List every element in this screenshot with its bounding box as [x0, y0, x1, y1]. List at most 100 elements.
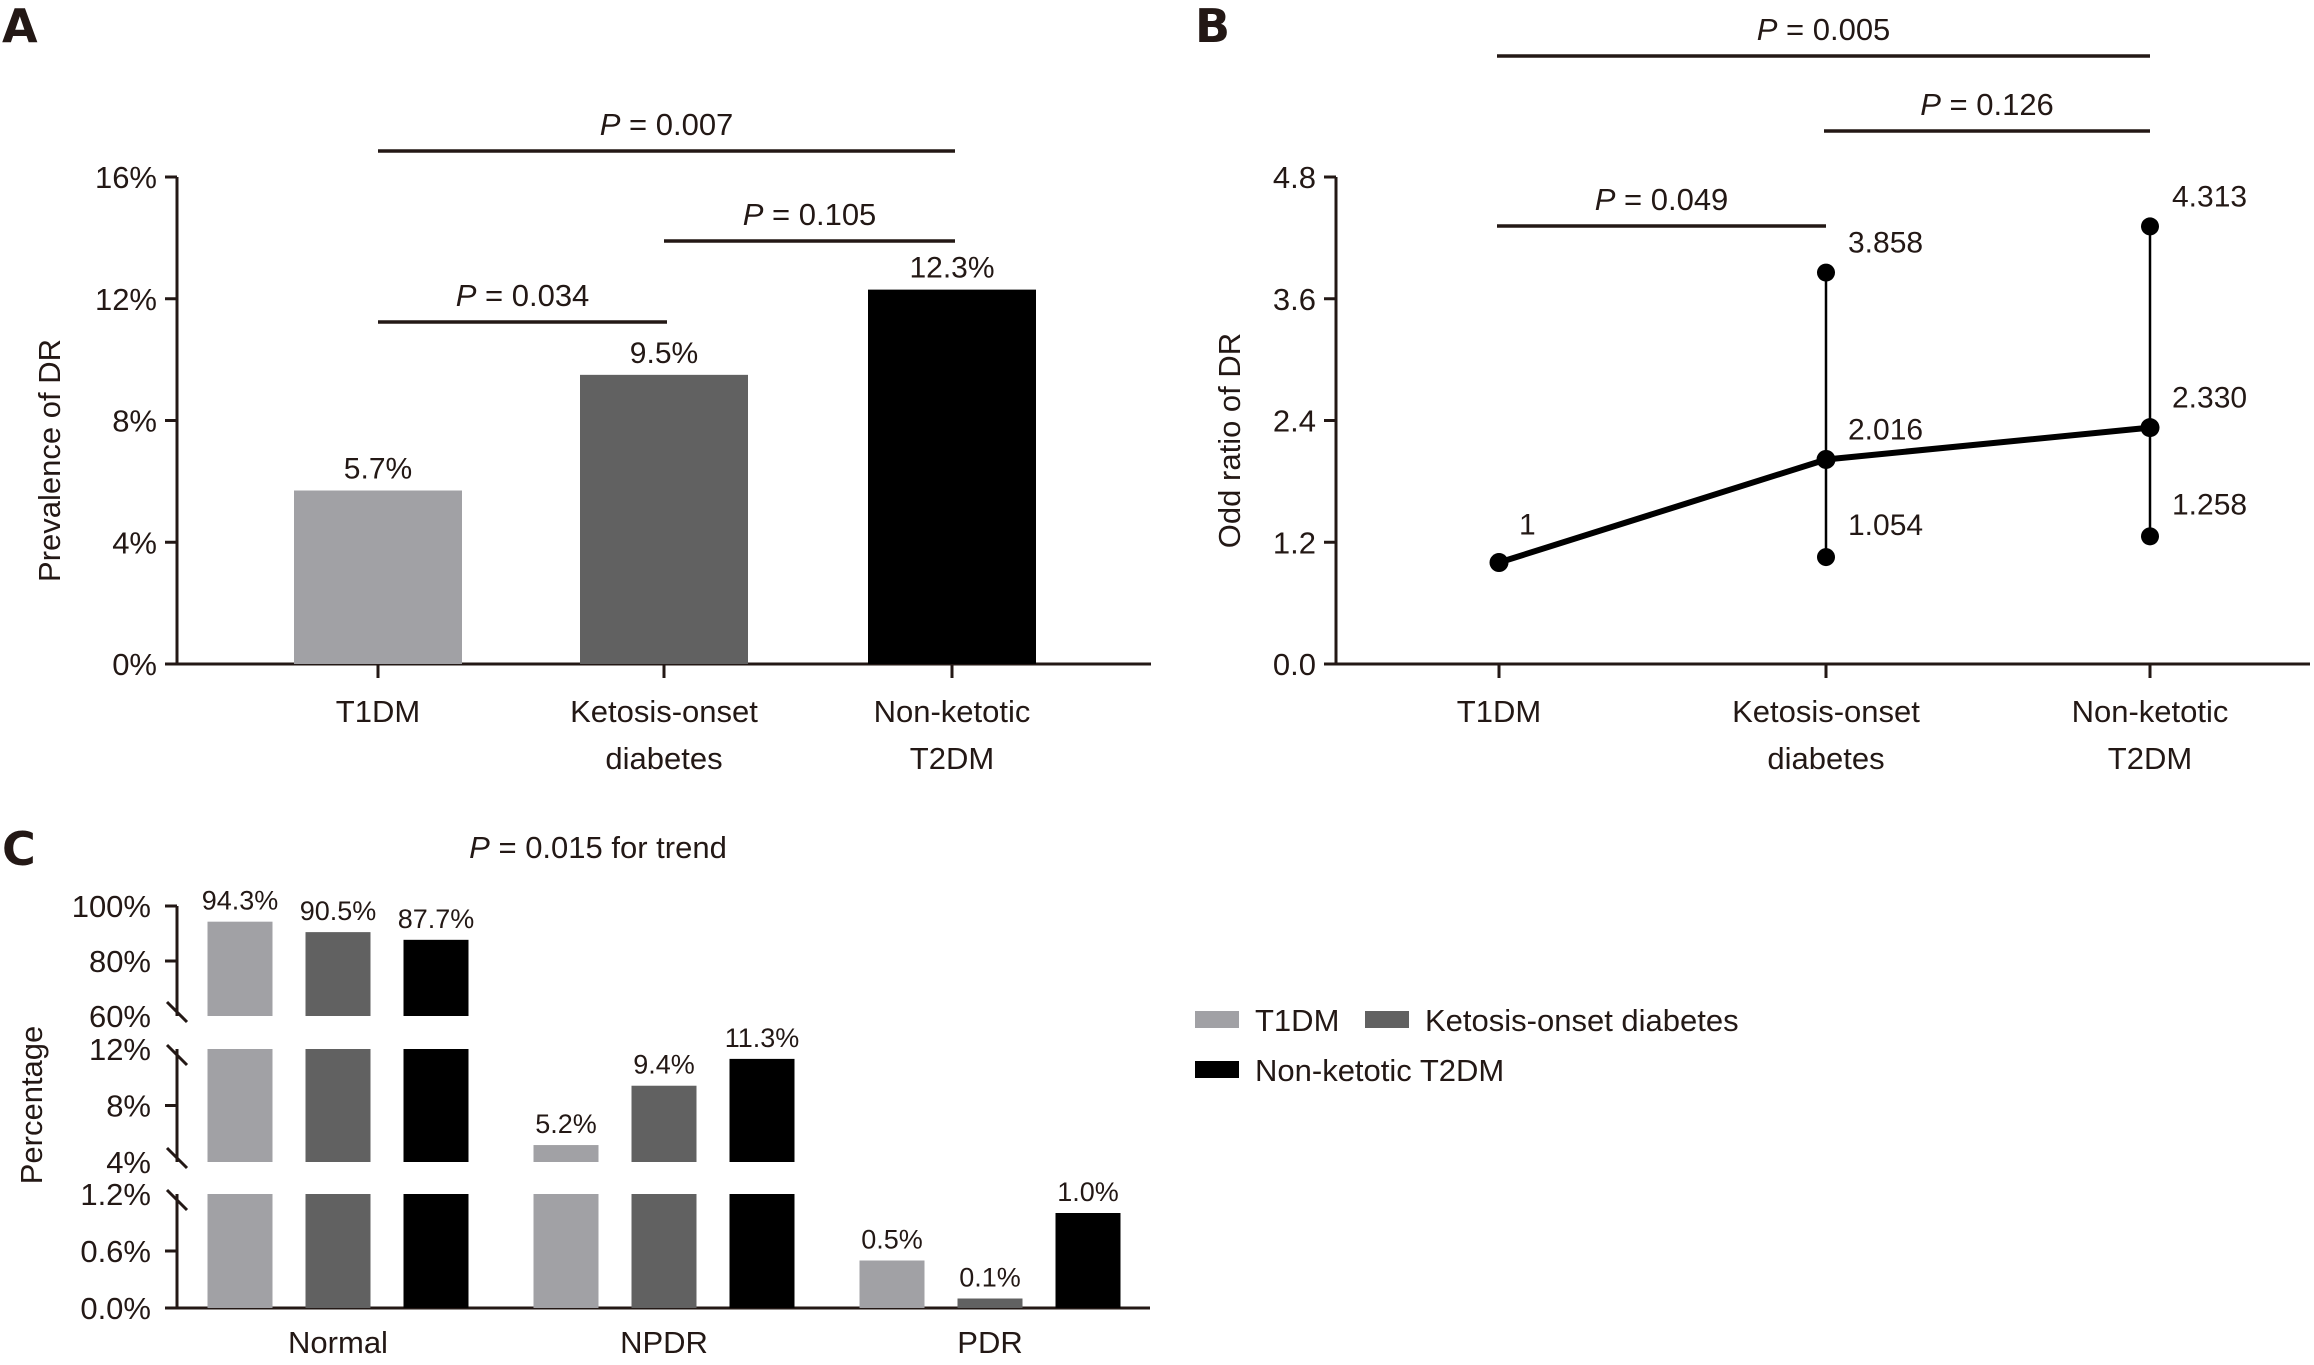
x-tick-label: Ketosis-onset [1732, 694, 1920, 729]
panel-label-b: B [1195, 0, 1230, 53]
bar-value-label: 0.5% [861, 1225, 923, 1255]
ci-upper-label: 3.858 [1848, 227, 1923, 260]
y-tick-label: 8% [106, 1089, 151, 1124]
ci-lower-point [2141, 527, 2159, 546]
ci-lower-point [1817, 548, 1835, 567]
x-tick-label: T1DM [1457, 694, 1541, 729]
y-axis-title: Percentage [14, 1026, 49, 1185]
bar-normal-t1dm [207, 921, 273, 1016]
bar-value-label: 9.4% [633, 1050, 695, 1080]
bar-normal-t1dm [207, 1049, 273, 1162]
y-tick-label: 4.8 [1273, 160, 1316, 195]
bar-value-label: 12.3% [909, 252, 994, 285]
y-tick-label: 1.2 [1273, 525, 1316, 560]
y-tick-label: 16% [95, 160, 157, 195]
legend-swatch [1195, 1061, 1239, 1078]
x-tick-label: PDR [957, 1325, 1022, 1360]
bar-normal-non-ketotic-t2dm [403, 1049, 469, 1162]
chart-subtitle-trend-p: P = 0.015 for trend [469, 830, 727, 865]
y-tick-label: 80% [89, 944, 151, 979]
bar-pdr-t1dm [859, 1260, 925, 1308]
bar-value-label: 11.3% [725, 1023, 800, 1053]
p-value-label: P = 0.049 [1595, 182, 1729, 217]
x-tick-label: T2DM [2108, 741, 2192, 776]
x-tick-label: Non-ketotic [874, 694, 1031, 729]
bar-value-label: 94.3% [202, 886, 279, 916]
bar-value-label: 5.7% [344, 453, 412, 486]
y-axis-title: Prevalence of DR [32, 339, 67, 582]
panel-b-line-chart: 0.0 1.2 2.4 3.6 4.8 Odd ratio of DR T1DM Ketosi… [1212, 12, 2310, 776]
ci-lower-label: 1.258 [2172, 488, 2247, 521]
bar-npdr-ketosis-onset-diabetes [631, 1085, 697, 1162]
bar-normal-ketosis-onset-diabetes [305, 1049, 371, 1162]
bar-pdr-ketosis-onset-diabetes [957, 1298, 1023, 1308]
axis-break-mark [165, 1043, 189, 1067]
bar-normal-non-ketotic-t2dm [403, 1194, 469, 1308]
y-tick-label: 100% [72, 889, 151, 924]
p-value-label: P = 0.105 [743, 197, 877, 232]
legend: T1DM Ketosis-onset diabetes Non-ketotic T2… [1195, 1003, 1739, 1088]
y-tick-label: 0% [112, 647, 157, 682]
odds-ratio-point [1816, 449, 1836, 469]
bar-npdr-t1dm [533, 1145, 599, 1162]
bar-value-label: 9.5% [630, 337, 698, 370]
odds-ratio-point [1489, 553, 1509, 573]
x-tick-label: Ketosis-onset [570, 694, 758, 729]
odds-ratio-label: 2.330 [2172, 382, 2247, 415]
bar-npdr-non-ketotic-t2dm [729, 1058, 795, 1162]
bar-value-label: 0.1% [959, 1263, 1021, 1293]
p-value-label: P = 0.005 [1757, 12, 1891, 47]
bar-value-label: 90.5% [300, 896, 377, 926]
x-tick-label: T1DM [336, 694, 420, 729]
legend-label: Non-ketotic T2DM [1255, 1053, 1504, 1088]
x-tick-label: diabetes [605, 741, 722, 776]
x-tick-label: NPDR [620, 1325, 708, 1360]
bar-pdr-non-ketotic-t2dm [1055, 1213, 1121, 1308]
p-value-label: P = 0.007 [600, 107, 734, 142]
y-axis-title: Odd ratio of DR [1212, 333, 1247, 548]
panel-label-c: C [2, 822, 36, 876]
bar-npdr-t1dm [533, 1194, 599, 1308]
panel-a-bar-chart: 0% 4% 8% 12% 16% Prevalence of DR 5.7% T1DM 9.5%… [32, 107, 1151, 776]
y-tick-label: 4% [106, 1145, 151, 1180]
bar-non-ketotic-t2dm [868, 289, 1036, 664]
y-tick-label: 2.4 [1273, 404, 1316, 439]
x-tick-label: Normal [288, 1325, 388, 1360]
y-tick-label: 0.0 [1273, 647, 1316, 682]
y-tick-label: 1.2% [80, 1177, 151, 1212]
bar-value-label: 87.7% [398, 904, 475, 934]
bar-normal-ketosis-onset-diabetes [305, 1194, 371, 1308]
bar-value-label: 5.2% [535, 1109, 597, 1139]
y-tick-label: 12% [95, 282, 157, 317]
axis-break-mark [165, 1000, 189, 1024]
x-tick-label: T2DM [910, 741, 994, 776]
y-tick-label: 0.0% [80, 1291, 151, 1326]
y-tick-label: 3.6 [1273, 282, 1316, 317]
odds-ratio-label: 1 [1519, 509, 1536, 542]
bar-ketosis-onset-diabetes [580, 374, 748, 664]
axis-break-mark [165, 1188, 189, 1212]
bar-normal-non-ketotic-t2dm [403, 939, 469, 1016]
legend-swatch [1195, 1011, 1239, 1028]
bar-npdr-non-ketotic-t2dm [729, 1194, 795, 1308]
legend-label: T1DM [1255, 1003, 1339, 1038]
ci-upper-point [2141, 217, 2159, 236]
odds-ratio-label: 2.016 [1848, 413, 1923, 446]
panel-label-a: A [2, 0, 38, 53]
odds-ratio-point [2140, 418, 2160, 438]
ci-upper-label: 4.313 [2172, 180, 2247, 213]
p-value-label: P = 0.126 [1920, 87, 2054, 122]
x-tick-label: diabetes [1767, 741, 1884, 776]
legend-label: Ketosis-onset diabetes [1425, 1003, 1739, 1038]
y-tick-label: 4% [112, 525, 157, 560]
bar-npdr-ketosis-onset-diabetes [631, 1194, 697, 1308]
y-tick-label: 8% [112, 404, 157, 439]
ci-upper-point [1817, 263, 1835, 282]
panel-c-grouped-bar-chart: 0.0% 0.6% 1.2%4% 8% 12%60% 80% 100% Percentage P… [14, 830, 1739, 1360]
axis-break-mark [165, 1146, 189, 1170]
y-tick-label: 0.6% [80, 1234, 151, 1269]
y-tick-label: 12% [89, 1032, 151, 1067]
bar-t1dm [294, 490, 462, 664]
ci-lower-label: 1.054 [1848, 509, 1923, 542]
